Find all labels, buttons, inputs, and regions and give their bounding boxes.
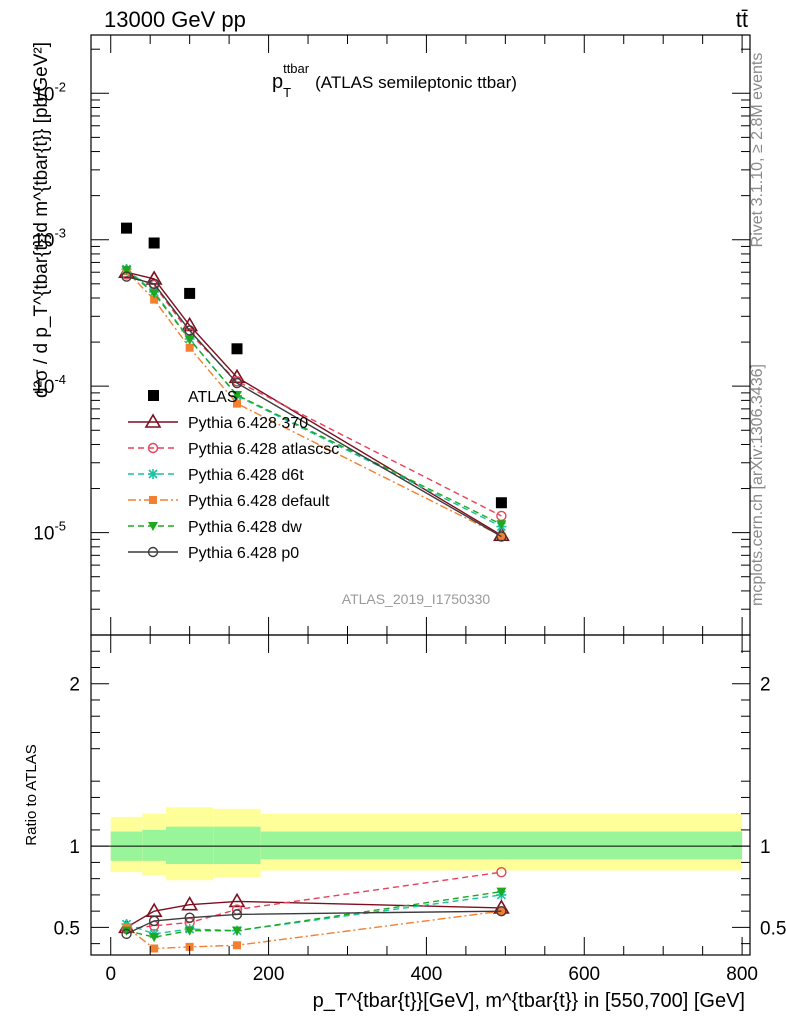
ratio-frame bbox=[90, 634, 751, 956]
ratio-x-tick-label: 200 bbox=[253, 964, 285, 985]
ratio-series-point bbox=[149, 933, 160, 943]
stat-uncertainty-band bbox=[213, 826, 261, 865]
stat-uncertainty-band bbox=[260, 831, 743, 860]
mcplots-label: mcplots.cern.ch [arXiv:1306.3436] bbox=[749, 364, 766, 606]
atlas-data-point bbox=[148, 237, 160, 249]
legend-label: Pythia 6.428 p0 bbox=[188, 545, 299, 562]
main-series-point bbox=[496, 520, 507, 530]
ratio-x-tick-label: 0 bbox=[105, 964, 116, 985]
main-series-point bbox=[232, 391, 243, 401]
atlas-data-points bbox=[121, 222, 507, 509]
main-y-label: d²σ / d p_T^{tbar{t}}d m^{tbar{t}} [pb/G… bbox=[31, 42, 52, 398]
ratio-x-ticks: 0 200 400 600 800 bbox=[105, 635, 758, 985]
ratio-y-tick-label: 2 bbox=[69, 675, 80, 696]
stat-uncertainty-band bbox=[142, 829, 166, 861]
ratio-y-tick-label: 0.5 bbox=[54, 918, 80, 939]
ratio-series-point bbox=[121, 928, 132, 940]
ratio-series-point bbox=[181, 896, 199, 911]
main-series-point bbox=[121, 266, 132, 276]
legend: ATLAS Pythia 6.428 370 Pythia 6.428 atlasc… bbox=[128, 389, 339, 562]
ratio-y-label: Ratio to ATLAS bbox=[23, 744, 40, 845]
main-title-symbol: p bbox=[272, 71, 283, 93]
atlas-data-point bbox=[184, 287, 196, 299]
legend-label: Pythia 6.428 default bbox=[188, 493, 330, 510]
legend-marker bbox=[148, 522, 158, 531]
main-series-point bbox=[496, 531, 507, 542]
main-panel: pTttbar (ATLAS semileptonic ttbar) d²σ / … bbox=[31, 34, 751, 636]
ratio-y-tick-label-right: 1 bbox=[760, 837, 771, 858]
ratio-series-point bbox=[184, 926, 195, 936]
legend-atlas-label: ATLAS bbox=[188, 389, 238, 406]
atlas-data-point bbox=[231, 343, 243, 355]
ratio-series-point bbox=[184, 912, 195, 923]
main-title-sup: ttbar bbox=[283, 61, 310, 76]
ratio-series-point bbox=[496, 887, 507, 897]
main-x-ticks bbox=[110, 35, 743, 635]
ratio-series-point bbox=[228, 892, 246, 908]
ratio-y-tick-label-right: 2 bbox=[760, 675, 771, 696]
ratio-series-line bbox=[126, 900, 502, 928]
ratio-series-line bbox=[126, 910, 502, 935]
atlas-data-point bbox=[495, 497, 507, 509]
stat-uncertainty-band bbox=[165, 826, 214, 865]
main-y-ticks: 10-2 10-3 10-4 10-5 bbox=[33, 48, 750, 636]
legend-label: Pythia 6.428 dw bbox=[188, 519, 302, 536]
main-y-tick-label: 10-4 bbox=[33, 372, 66, 398]
main-series-line bbox=[126, 269, 502, 525]
ratio-x-tick-label: 800 bbox=[726, 964, 758, 985]
legend-marker bbox=[144, 413, 162, 428]
legend-label: Pythia 6.428 d6t bbox=[188, 467, 304, 484]
legend-label: Pythia 6.428 atlascsc bbox=[188, 441, 339, 458]
ratio-series-point bbox=[150, 944, 159, 953]
ratio-series-point bbox=[233, 941, 242, 950]
ratio-series-point bbox=[121, 926, 132, 936]
uncertainty-bands bbox=[110, 807, 743, 881]
legend-marker bbox=[149, 496, 157, 504]
process-label: tt̄ bbox=[736, 7, 748, 32]
ratio-y-tick-label-right: 0.5 bbox=[760, 918, 786, 939]
main-series-point bbox=[231, 377, 243, 389]
main-y-tick-label: 10-3 bbox=[33, 226, 66, 252]
main-title-sub: T bbox=[283, 85, 291, 100]
main-series-point bbox=[149, 289, 160, 299]
legend-atlas-marker bbox=[148, 390, 159, 401]
ratio-series-point bbox=[496, 866, 507, 878]
legend-marker bbox=[148, 469, 158, 479]
main-series-line bbox=[126, 275, 502, 538]
main-y-tick-label: 10-5 bbox=[33, 519, 66, 545]
main-series-point bbox=[148, 278, 160, 290]
main-series-point bbox=[150, 295, 159, 304]
ratio-series bbox=[118, 866, 510, 953]
ratio-series-point bbox=[231, 909, 243, 920]
main-series-point bbox=[233, 399, 242, 408]
ratio-panel: Ratio to ATLAS 0.5 0.51 12 2 0 200 400 600 800 … bbox=[23, 634, 786, 1012]
rivet-label: Rivet 3.1.10, ≥ 2.8M events bbox=[749, 53, 766, 248]
ratio-series-point bbox=[148, 915, 160, 927]
x-axis-label: p_T^{tbar{t}}[GeV], m^{tbar{t}} in [550,… bbox=[313, 990, 745, 1012]
main-series-point bbox=[185, 343, 194, 352]
ratio-series-line bbox=[126, 894, 502, 935]
atlas-data-point bbox=[121, 222, 133, 234]
main-series bbox=[118, 263, 510, 542]
legend-marker bbox=[147, 546, 159, 558]
legend-label: Pythia 6.428 370 bbox=[188, 415, 308, 432]
ratio-y-ticks: 0.5 0.5 1 1 2 2 bbox=[54, 650, 786, 945]
main-series-point bbox=[184, 335, 195, 345]
main-series-point bbox=[184, 325, 195, 336]
watermark: ATLAS_2019_I1750330 bbox=[342, 591, 491, 607]
main-title: pTttbar (ATLAS semileptonic ttbar) bbox=[272, 61, 517, 100]
ratio-series-line bbox=[126, 910, 502, 950]
ratio-series-point bbox=[232, 926, 243, 936]
ratio-x-tick-label: 600 bbox=[568, 964, 600, 985]
legend-marker bbox=[147, 442, 159, 454]
ratio-x-tick-label: 400 bbox=[411, 964, 443, 985]
ratio-series-point bbox=[496, 905, 507, 917]
main-title-rest: (ATLAS semileptonic ttbar) bbox=[315, 73, 517, 92]
main-series-line bbox=[126, 273, 502, 517]
main-series-point bbox=[121, 271, 132, 282]
main-y-tick-label: 10-2 bbox=[33, 79, 66, 105]
energy-label: 13000 GeV pp bbox=[104, 7, 246, 32]
ratio-y-tick-label: 1 bbox=[69, 837, 80, 858]
